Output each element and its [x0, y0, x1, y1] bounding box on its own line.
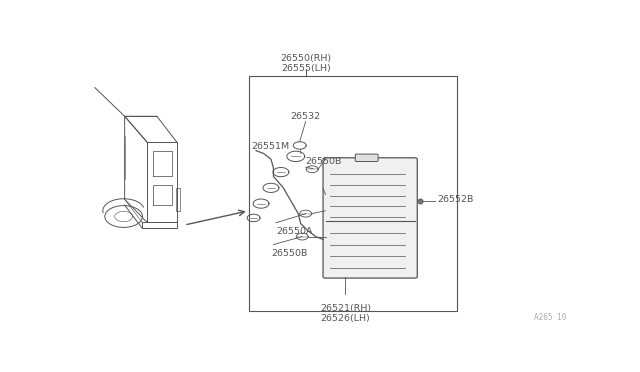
Text: 26521(RH)
26526(LH): 26521(RH) 26526(LH): [320, 304, 371, 323]
Text: 26550B: 26550B: [271, 250, 307, 259]
Text: 26552B: 26552B: [437, 195, 474, 204]
Bar: [176, 188, 180, 211]
Text: 26532: 26532: [291, 112, 321, 121]
Text: 26550B: 26550B: [306, 157, 342, 166]
FancyBboxPatch shape: [323, 158, 417, 278]
Bar: [249, 76, 457, 311]
Text: 26550(RH)
26555(LH): 26550(RH) 26555(LH): [280, 54, 332, 73]
Text: A265 10: A265 10: [534, 314, 566, 323]
FancyBboxPatch shape: [355, 154, 378, 161]
Text: 26550A: 26550A: [276, 227, 312, 235]
Text: 26551M: 26551M: [251, 142, 289, 151]
